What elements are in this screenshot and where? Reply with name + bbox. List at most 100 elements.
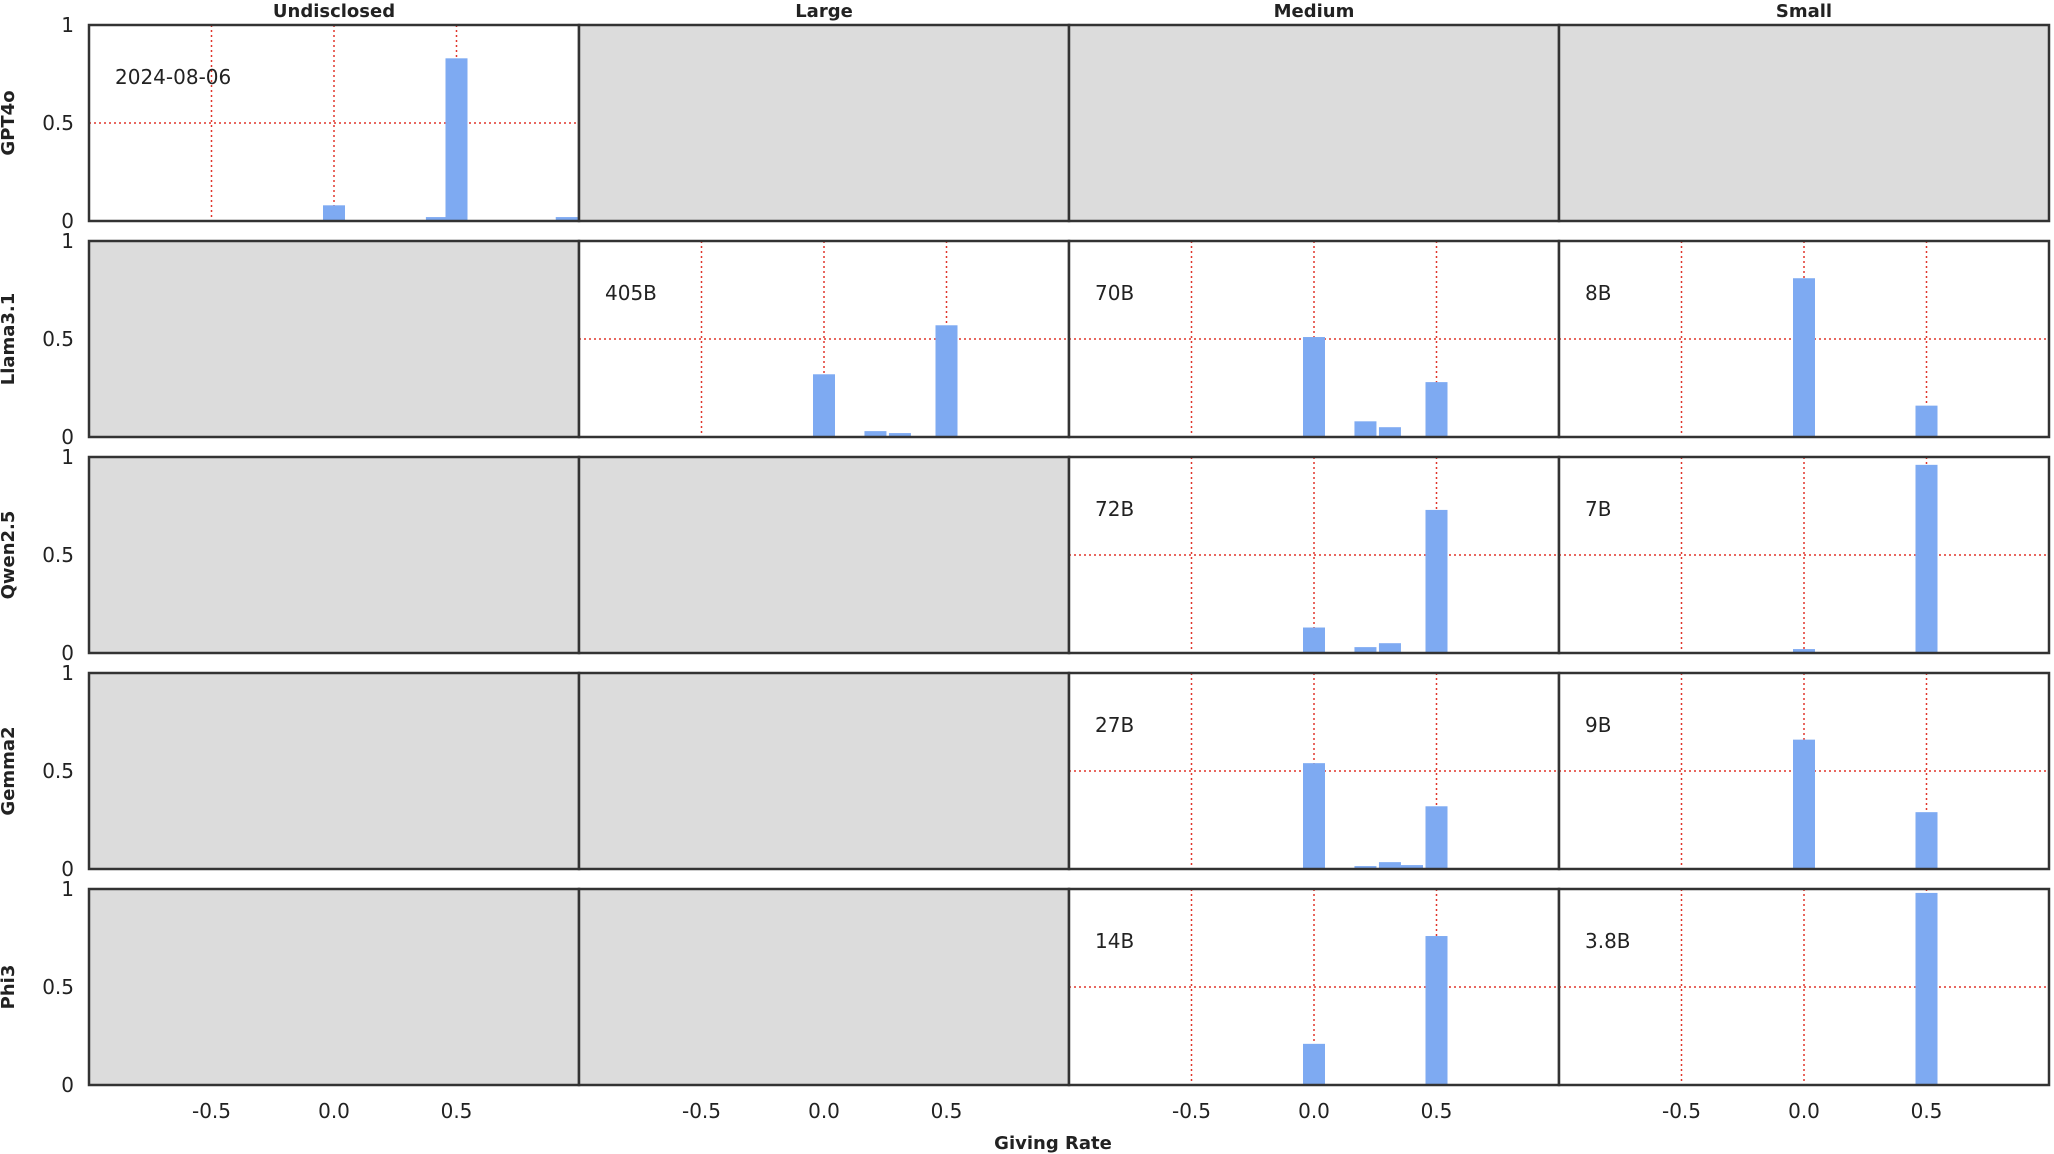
x-tick-label: 0.0 — [1298, 1099, 1330, 1123]
panel-label: 2024-08-06 — [115, 65, 231, 89]
panel-gpt4o-large — [577, 23, 1071, 223]
panel-label: 9B — [1585, 713, 1611, 737]
panel-gemma2-undisclosed — [87, 671, 581, 871]
empty-panel-bg — [579, 457, 1069, 653]
row-label: Phi3 — [0, 965, 19, 1010]
histogram-bar — [1354, 421, 1377, 437]
panel-gpt4o-undisclosed: 2024-08-06 — [87, 23, 581, 223]
histogram-bar — [1303, 1043, 1325, 1085]
panel-qwen25-small: 7B — [1557, 455, 2051, 655]
empty-panel-bg — [579, 673, 1069, 869]
y-tick-label: 0.5 — [42, 111, 74, 135]
row-label: Llama3.1 — [0, 293, 19, 386]
y-tick-label: 0.5 — [42, 327, 74, 351]
x-tick-label: 0.5 — [441, 1099, 473, 1123]
histogram-bar — [1425, 382, 1448, 437]
histogram-bar — [1354, 647, 1377, 653]
x-tick-label: 0.5 — [1421, 1099, 1453, 1123]
empty-panel-bg — [1559, 25, 2049, 221]
x-tick-label: 0.0 — [318, 1099, 350, 1123]
histogram-bar — [1425, 936, 1448, 1085]
y-tick-label: 1 — [61, 445, 74, 469]
panel-gpt4o-medium — [1067, 23, 1561, 223]
histogram-bar — [813, 374, 835, 437]
histogram-bar — [1378, 643, 1401, 653]
histogram-bar — [1915, 812, 1938, 869]
panel-llama31-large: 405B — [577, 239, 1071, 439]
empty-panel-bg — [89, 673, 579, 869]
column-title: Medium — [1274, 1, 1355, 22]
x-tick-label: -0.5 — [1662, 1099, 1701, 1123]
histogram-bar — [1303, 763, 1325, 869]
x-tick-label: 0.5 — [1911, 1099, 1943, 1123]
empty-panel-bg — [1069, 25, 1559, 221]
panel-label: 70B — [1095, 281, 1134, 305]
panel-qwen25-large — [577, 455, 1071, 655]
panel-phi3-small: 3.8B — [1557, 887, 2051, 1087]
y-tick-label: 0 — [61, 857, 74, 881]
histogram-bar — [1793, 278, 1815, 437]
histogram-bar — [425, 217, 448, 221]
panel-frame — [1557, 671, 2051, 871]
x-axis-label: Giving Rate — [994, 1133, 1112, 1154]
x-tick-label: -0.5 — [192, 1099, 231, 1123]
histogram-bar — [1378, 427, 1401, 437]
y-tick-label: 0 — [61, 425, 74, 449]
y-tick-label: 0.5 — [42, 543, 74, 567]
panel-gemma2-large — [577, 671, 1071, 871]
y-tick-label: 1 — [61, 13, 74, 37]
panel-frame — [1557, 239, 2051, 439]
x-tick-label: -0.5 — [1172, 1099, 1211, 1123]
histogram-bar — [1793, 739, 1815, 869]
empty-panel-bg — [89, 457, 579, 653]
y-tick-label: 0.5 — [42, 759, 74, 783]
panel-label: 14B — [1095, 929, 1134, 953]
histogram-bar — [1915, 892, 1938, 1085]
x-tick-label: -0.5 — [682, 1099, 721, 1123]
histogram-bar — [1425, 806, 1448, 869]
panel-gemma2-small: 9B — [1557, 671, 2051, 871]
histogram-bar — [1915, 405, 1938, 437]
y-tick-label: 1 — [61, 661, 74, 685]
histogram-bar — [888, 433, 911, 437]
panel-label: 3.8B — [1585, 929, 1631, 953]
column-title: Large — [795, 1, 853, 22]
y-tick-label: 1 — [61, 877, 74, 901]
histogram-bar — [1401, 865, 1423, 869]
panel-phi3-medium: 14B — [1067, 887, 1561, 1087]
empty-panel-bg — [89, 889, 579, 1085]
row-label: Gemma2 — [0, 726, 19, 815]
y-tick-label: 0 — [61, 1073, 74, 1097]
histogram-bar — [935, 325, 958, 437]
panel-label: 8B — [1585, 281, 1611, 305]
panel-phi3-undisclosed — [87, 887, 581, 1087]
row-label: Qwen2.5 — [0, 511, 19, 600]
panel-llama31-small: 8B — [1557, 239, 2051, 439]
histogram-bar — [1354, 866, 1377, 869]
row-label: GPT4o — [0, 90, 19, 155]
histogram-bar — [1425, 509, 1448, 653]
histogram-bar — [1378, 862, 1401, 869]
panel-phi3-large — [577, 887, 1071, 1087]
empty-panel-bg — [579, 25, 1069, 221]
panel-gemma2-medium: 27B — [1067, 671, 1561, 871]
histogram-bar — [323, 205, 345, 221]
histogram-bar — [1303, 627, 1325, 653]
x-tick-label: 0.0 — [808, 1099, 840, 1123]
panel-llama31-medium: 70B — [1067, 239, 1561, 439]
panel-label: 405B — [605, 281, 657, 305]
panel-label: 72B — [1095, 497, 1134, 521]
histogram-bar — [1793, 649, 1815, 653]
histogram-bar — [1303, 337, 1325, 437]
y-tick-label: 0 — [61, 209, 74, 233]
histogram-bar — [445, 58, 468, 221]
panel-gpt4o-small — [1557, 23, 2051, 223]
x-tick-label: 0.0 — [1788, 1099, 1820, 1123]
histogram-bar — [1915, 464, 1938, 653]
panel-llama31-undisclosed — [87, 239, 581, 439]
panel-frame — [1557, 23, 2051, 223]
empty-panel-bg — [579, 889, 1069, 1085]
column-title: Undisclosed — [273, 1, 395, 22]
panel-qwen25-undisclosed — [87, 455, 581, 655]
